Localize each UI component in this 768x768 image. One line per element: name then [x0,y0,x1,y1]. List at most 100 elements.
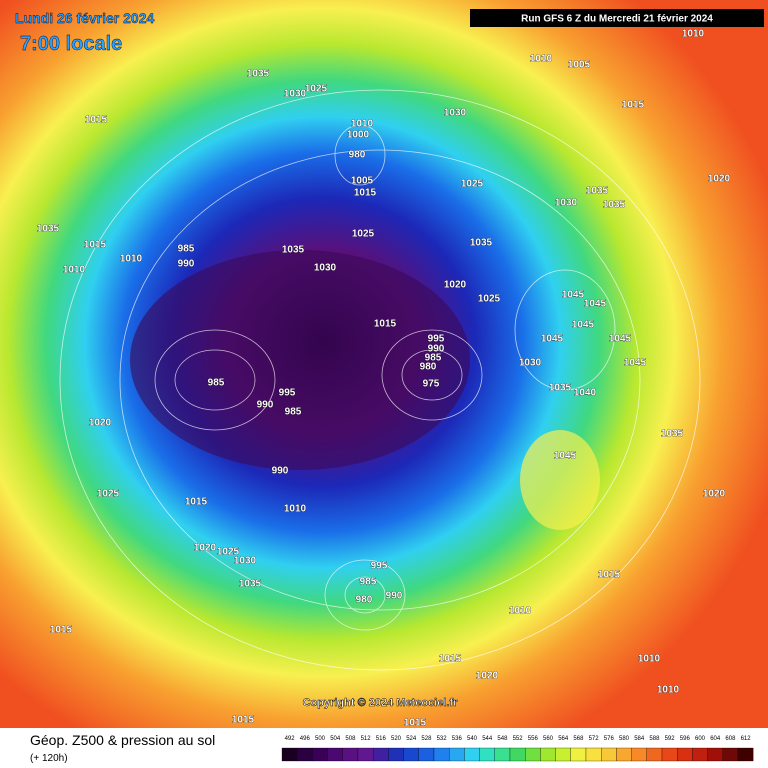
scale-label: 564 [558,736,569,742]
scale-swatch [646,747,663,762]
pressure-label: 1010 [530,54,553,65]
scale-label: 508 [345,736,356,742]
scale-label: 592 [665,736,676,742]
scale-swatch [601,747,617,762]
scale-swatch [661,747,678,762]
pressure-label: 1025 [97,489,120,500]
pressure-label: 1015 [439,654,462,665]
pressure-label: 990 [386,591,403,602]
date: Lundi 26 février 2024 [15,10,155,26]
scale-label: 512 [361,736,372,742]
pressure-label: 990 [178,259,195,270]
pressure-label: 1035 [37,224,60,235]
scale-swatch [677,747,693,762]
scale-swatch [357,747,374,762]
scale-swatch [494,747,511,762]
isobars [59,89,701,671]
pressure-label: 1035 [549,383,572,394]
pressure-label: 1035 [470,238,493,249]
pressure-label: 1035 [239,579,262,590]
pressure-label: 1035 [247,69,270,80]
scale-label: 548 [497,736,508,742]
pressure-label: 980 [349,150,366,161]
scale-label: 572 [589,736,600,742]
scale-label: 588 [649,736,660,742]
scale-swatch [327,747,343,762]
pressure-label: 1045 [562,290,585,301]
pressure-label: 1045 [584,299,607,310]
scale-swatch [418,747,435,762]
scale-label: 604 [710,736,721,742]
pressure-label: 985 [425,353,442,364]
low-core [130,250,470,470]
pressure-label: 1015 [404,718,427,729]
scale-swatch [616,747,632,762]
scale-swatch [342,747,359,762]
scale-swatch [707,747,723,762]
pressure-label: 1025 [217,547,240,558]
pressure-label: 1030 [519,358,542,369]
scale-label: 528 [421,736,432,742]
pressure-label: 1005 [568,60,591,71]
pressure-label: 1030 [555,198,578,209]
pressure-label: 1015 [374,319,397,330]
run-label: Run GFS 6 Z du Mercredi 21 février 2024 [521,14,713,25]
time: 7:00 locale [20,33,122,55]
pressure-label: 980 [356,595,373,606]
scale-swatch [555,747,571,762]
pressure-label: 1015 [50,625,73,636]
pressure-label: 1030 [314,263,337,274]
pressure-label: 1010 [351,119,374,130]
scale-label: 608 [725,736,736,742]
pressure-label: 1045 [624,358,647,369]
pressure-label: 985 [285,407,302,418]
footer-title: Géop. Z500 & pression au sol [30,732,215,748]
pressure-label: 1020 [476,671,499,682]
scale-label: 536 [452,736,463,742]
scale-label: 496 [300,736,311,742]
scale-label: 500 [315,736,326,742]
pressure-label: 1035 [603,200,626,211]
scale-label: 584 [634,736,645,742]
pressure-label: 1015 [85,115,108,126]
pressure-label: 1020 [89,418,112,429]
scale-swatch [692,747,708,762]
pressure-label: 1045 [554,451,577,462]
pressure-label: 1015 [185,497,208,508]
copyright: Copyright © 2024 Meteociel.fr [303,697,459,709]
pressure-label: 990 [272,466,289,477]
pressure-label: 1020 [708,174,731,185]
pressure-label: 1025 [461,179,484,190]
scale-swatch [479,747,495,762]
scale-swatch [403,747,419,762]
pressure-label: 1010 [638,654,661,665]
scale-swatch [373,747,389,762]
scale-label: 532 [437,736,448,742]
pressure-label: 985 [208,378,225,389]
pressure-label: 1010 [120,254,143,265]
scale-label: 576 [604,736,615,742]
pressure-label: 1045 [572,320,595,331]
scale-swatch [540,747,556,762]
scale-swatch [737,747,754,762]
pressure-label: 1010 [657,685,680,696]
run-box [470,9,764,27]
scale-label: 568 [573,736,584,742]
pressure-label: 1010 [63,265,86,276]
pressure-label: 1025 [352,229,375,240]
scale-label: 612 [741,736,752,742]
pressure-label: 1015 [232,715,255,726]
pressure-label: 1030 [234,556,257,567]
pressure-label: 1030 [444,108,467,119]
pressure-label: 1025 [478,294,501,305]
pressure-label: 990 [257,400,274,411]
pressure-label: 1000 [347,130,370,141]
pressure-label: 1010 [509,606,532,617]
scale-label: 560 [543,736,554,742]
pressure-label: 1035 [661,429,684,440]
scale-swatch [312,747,328,762]
pressure-label: 1015 [622,100,645,111]
pressure-label: 1010 [284,504,307,515]
pressure-label: 975 [423,379,440,390]
scale-swatch [570,747,587,762]
